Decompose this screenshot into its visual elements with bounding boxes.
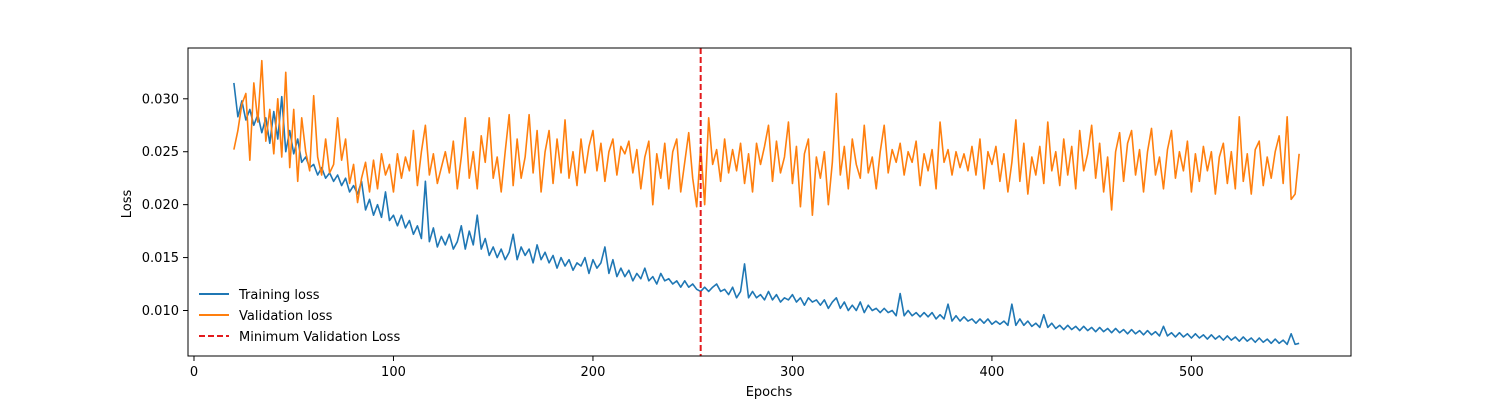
y-tick-label: 0.030 [142, 92, 179, 107]
x-tick-label: 400 [980, 365, 1005, 380]
y-tick-label: 0.020 [142, 198, 179, 213]
x-axis-label: Epochs [746, 385, 793, 400]
legend-label-validation: Validation loss [239, 309, 333, 324]
y-tick-label: 0.010 [142, 304, 179, 319]
legend-label-min-val: Minimum Validation Loss [239, 330, 400, 345]
x-tick-label: 300 [780, 365, 805, 380]
plot-frame [187, 47, 1352, 357]
x-tick-label: 500 [1179, 365, 1204, 380]
training-loss-line [233, 82, 1300, 346]
y-ticks: 0.010 0.015 0.020 0.025 0.030 [142, 92, 188, 319]
x-tick-label: 100 [381, 365, 406, 380]
validation-loss-line [233, 59, 1300, 217]
y-axis-label: Loss [120, 190, 135, 219]
x-tick-label: 200 [581, 365, 606, 380]
x-tick-label: 0 [190, 365, 198, 380]
series-layer [233, 59, 1300, 346]
legend-label-training: Training loss [238, 288, 320, 303]
y-tick-label: 0.025 [142, 145, 179, 160]
legend: Training loss Validation loss Minimum Va… [199, 288, 400, 345]
y-tick-label: 0.015 [142, 251, 179, 266]
x-ticks: 0 100 200 300 400 500 [190, 356, 1204, 380]
